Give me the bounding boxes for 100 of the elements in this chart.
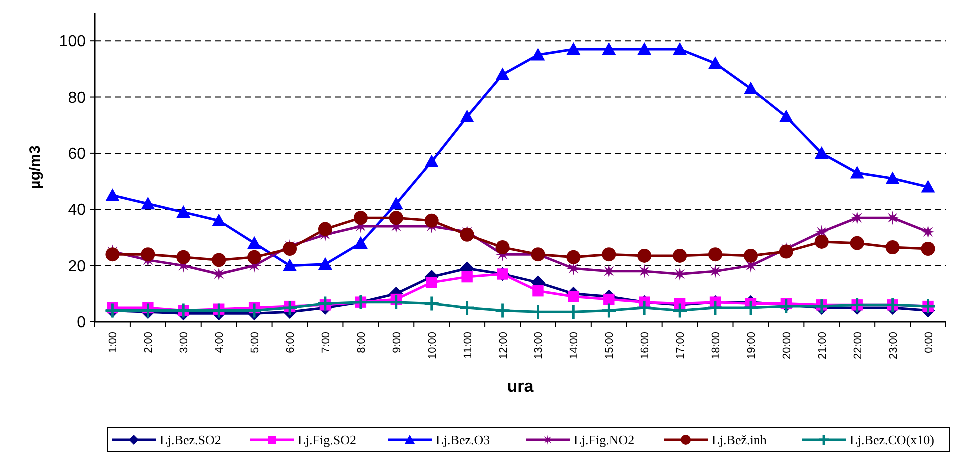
point xyxy=(638,300,652,315)
x-axis-title: ura xyxy=(507,377,534,396)
legend-label: Lj.Bež.inh xyxy=(712,432,768,448)
x-tick-label: 21:00 xyxy=(816,332,829,360)
x-tick-label: 19:00 xyxy=(746,332,758,360)
point xyxy=(462,271,473,283)
point xyxy=(602,42,616,56)
point xyxy=(602,248,616,262)
x-tick-label: 3:00 xyxy=(178,332,191,354)
y-axis-title: µg/m3 xyxy=(27,146,44,190)
y-tick-label: 0 xyxy=(77,314,86,332)
point xyxy=(886,172,900,184)
point xyxy=(354,236,368,249)
point xyxy=(744,82,758,94)
point xyxy=(708,264,723,278)
x-tick-label: 15:00 xyxy=(604,332,616,360)
x-tick-label: 1:00 xyxy=(108,332,120,354)
legend-label: Lj.Bez.O3 xyxy=(436,432,490,448)
x-tick-label: 2:00 xyxy=(143,332,156,354)
point xyxy=(708,248,723,262)
point xyxy=(850,166,864,179)
point xyxy=(638,42,652,56)
point xyxy=(566,262,581,276)
legend-label: Lj.Fig.NO2 xyxy=(574,432,635,448)
x-tick-label: 16:00 xyxy=(640,332,652,360)
point xyxy=(673,42,688,56)
point xyxy=(318,222,332,236)
point xyxy=(496,240,510,255)
point xyxy=(566,305,581,320)
point xyxy=(141,248,156,262)
point xyxy=(141,197,156,210)
legend-label: Lj.Bez.CO(x10) xyxy=(850,432,934,448)
x-tick-label: 17:00 xyxy=(675,332,688,360)
point xyxy=(389,295,404,310)
point xyxy=(176,205,191,218)
point xyxy=(921,242,936,256)
point xyxy=(744,248,758,263)
point xyxy=(106,248,120,262)
point xyxy=(389,211,404,226)
point xyxy=(566,250,581,264)
point xyxy=(496,304,510,318)
point xyxy=(424,296,439,311)
point xyxy=(779,110,794,123)
point xyxy=(532,286,544,297)
x-tick-label: 13:00 xyxy=(533,332,546,360)
x-tick-label: 22:00 xyxy=(852,332,864,360)
y-tick-label: 40 xyxy=(68,202,86,220)
point xyxy=(460,110,474,123)
point xyxy=(531,48,546,61)
y-tick-label: 80 xyxy=(68,90,86,107)
point xyxy=(283,258,298,272)
x-tick-label: 4:00 xyxy=(214,332,226,354)
x-tick-label: 7:00 xyxy=(320,332,332,354)
point xyxy=(496,68,510,80)
point xyxy=(354,211,368,226)
point xyxy=(424,154,439,168)
x-tick-label: 11:00 xyxy=(462,332,474,359)
point xyxy=(248,236,262,249)
point xyxy=(638,248,652,263)
x-tick-label: 23:00 xyxy=(888,332,900,360)
point xyxy=(850,211,864,226)
point xyxy=(921,180,936,193)
point xyxy=(389,197,404,210)
point xyxy=(566,42,581,56)
point xyxy=(531,305,546,320)
x-tick-label: 14:00 xyxy=(568,332,581,360)
point xyxy=(850,236,864,250)
point xyxy=(212,267,226,282)
legend-label: Lj.Bez.SO2 xyxy=(160,432,222,448)
point xyxy=(283,242,298,256)
x-tick-label: 18:00 xyxy=(710,332,723,360)
x-tick-label: 9:00 xyxy=(391,332,404,354)
point xyxy=(921,225,936,240)
point xyxy=(814,234,829,249)
point xyxy=(426,277,438,288)
y-tick-label: 100 xyxy=(59,34,86,51)
point xyxy=(460,228,474,242)
point xyxy=(604,294,615,306)
y-tick-label: 60 xyxy=(68,146,86,164)
point xyxy=(886,240,900,255)
point xyxy=(568,291,580,302)
point xyxy=(212,214,226,226)
legend-label: Lj.Fig.SO2 xyxy=(298,432,357,448)
point xyxy=(886,211,900,226)
point xyxy=(318,296,332,311)
point xyxy=(673,248,688,263)
x-tick-label: 5:00 xyxy=(250,332,262,354)
point xyxy=(106,188,120,202)
y-tick-label: 20 xyxy=(68,258,86,276)
point xyxy=(779,244,794,259)
x-tick-label: 8:00 xyxy=(356,332,368,354)
x-tick-label: 12:00 xyxy=(498,332,510,360)
point xyxy=(212,253,226,268)
x-tick-label: 20:00 xyxy=(781,332,794,360)
point xyxy=(176,250,191,264)
point xyxy=(424,214,439,228)
x-tick-label: 10:00 xyxy=(426,332,439,360)
point xyxy=(602,304,616,318)
point xyxy=(248,250,262,264)
x-tick-label: 0:00 xyxy=(923,332,936,354)
